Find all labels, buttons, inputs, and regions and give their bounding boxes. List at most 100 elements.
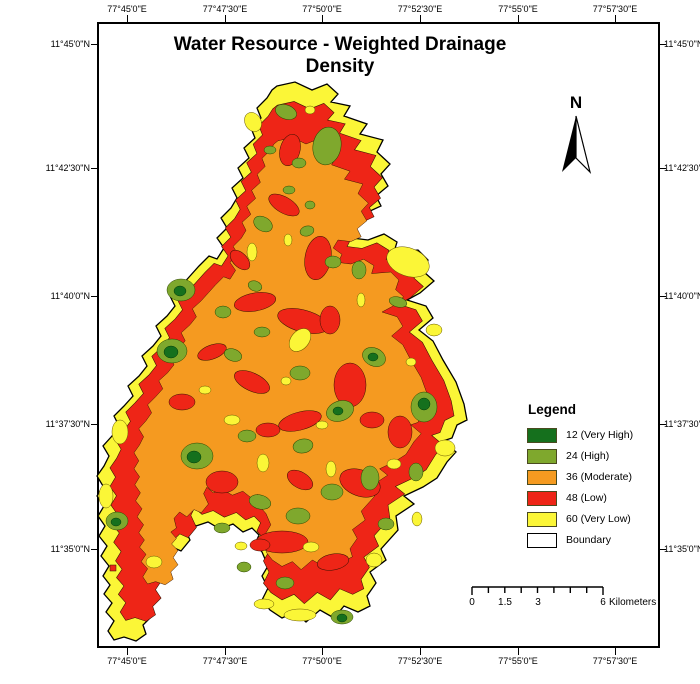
tick-mark (225, 648, 226, 655)
legend-label: 48 (Low) (566, 492, 607, 504)
tick-mark (91, 44, 97, 45)
patch (356, 292, 366, 308)
patch (425, 323, 443, 337)
patch (288, 328, 312, 352)
tick-mark (91, 424, 97, 425)
patch (283, 608, 317, 622)
patch (275, 576, 295, 590)
patch (282, 185, 296, 195)
patch (434, 439, 456, 457)
patch (229, 249, 251, 271)
patch (367, 352, 379, 362)
patch (163, 345, 179, 359)
tick-mark (518, 648, 519, 655)
tick-mark (420, 648, 421, 655)
patch (253, 326, 271, 338)
lon-label-top: 77°57'30"E (592, 4, 638, 14)
lon-label-top: 77°52'30"E (397, 4, 443, 14)
lat-label-left: 11°35'0"N (50, 544, 90, 554)
patch (319, 305, 341, 335)
patch (304, 105, 316, 115)
lon-label-bottom: 77°55'0"E (498, 656, 538, 666)
patch (110, 517, 122, 527)
scale-label-3: 3 (535, 597, 541, 608)
very-low-patches (98, 105, 456, 622)
lon-label-bottom: 77°47'30"E (202, 656, 248, 666)
patch (268, 193, 300, 217)
tick-mark (660, 296, 666, 297)
lat-label-right: 11°42'30"N (664, 163, 700, 173)
patch (388, 296, 408, 308)
tick-mark (91, 168, 97, 169)
patch (223, 414, 241, 426)
map-title: Water Resource - Weighted Drainage Densi… (173, 34, 507, 77)
patch (253, 215, 273, 233)
legend-label: Boundary (566, 534, 611, 546)
lat-label-right: 11°45'0"N (664, 39, 700, 49)
legend-label: 24 (High) (566, 450, 610, 462)
patch (280, 376, 292, 386)
lon-label-bottom: 77°50'0"E (302, 656, 342, 666)
legend-item-moderate: 36 (Moderate) (527, 469, 667, 485)
patch (234, 370, 270, 394)
tick-mark (420, 15, 421, 22)
scale-unit-label: Kilometers (609, 597, 657, 608)
patch (255, 422, 281, 438)
patch (324, 255, 342, 269)
lon-label-top: 77°55'0"E (498, 4, 538, 14)
legend-swatch-low (527, 490, 557, 506)
patch (256, 453, 270, 473)
lon-label-bottom: 77°45'0"E (107, 656, 147, 666)
patch (285, 507, 311, 525)
lat-label-left: 11°40'0"N (50, 291, 90, 301)
patch (247, 280, 263, 292)
scale-label-1-5: 1.5 (498, 597, 512, 608)
tick-mark (91, 549, 97, 550)
legend-label: 60 (Very Low) (566, 513, 631, 525)
north-label: N (570, 93, 582, 112)
patch (315, 420, 329, 430)
tick-mark (225, 15, 226, 22)
legend-swatch-very-high (527, 427, 557, 443)
patch (111, 419, 129, 445)
patch (332, 406, 344, 416)
patch (198, 385, 212, 395)
lat-label-right: 11°37'30"N (664, 419, 700, 429)
patch (377, 517, 395, 531)
patch (299, 225, 315, 237)
patch (236, 561, 252, 573)
patch (186, 450, 202, 464)
lat-label-left: 11°42'30"N (45, 163, 90, 173)
tick-mark (127, 648, 128, 655)
patch (411, 511, 423, 527)
patch (173, 285, 187, 297)
patch (360, 465, 380, 491)
legend-swatch-high (527, 448, 557, 464)
patch (246, 242, 258, 262)
patch (213, 522, 231, 534)
patch (292, 438, 314, 454)
lat-label-left: 11°37'30"N (45, 419, 90, 429)
legend-title: Legend (528, 402, 577, 417)
legend-item-very-low: 60 (Very Low) (527, 511, 667, 527)
lon-label-bottom: 77°52'30"E (397, 656, 443, 666)
patch (386, 246, 430, 278)
legend-item-boundary: Boundary (527, 532, 667, 548)
north-arrow-left-half (562, 116, 576, 172)
patch (234, 292, 276, 312)
legend-swatch-boundary (527, 532, 557, 548)
tick-mark (660, 44, 666, 45)
patch (109, 564, 117, 572)
legend-label: 36 (Moderate) (566, 471, 632, 483)
north-arrow: N (562, 93, 592, 174)
scale-bar (471, 586, 604, 595)
lat-label-right: 11°40'0"N (664, 291, 700, 301)
lon-label-top: 77°50'0"E (302, 4, 342, 14)
patch (417, 397, 431, 411)
very-high-patches (110, 285, 431, 623)
patch (214, 305, 232, 319)
legend-swatch-moderate (527, 469, 557, 485)
lon-label-bottom: 77°57'30"E (592, 656, 638, 666)
